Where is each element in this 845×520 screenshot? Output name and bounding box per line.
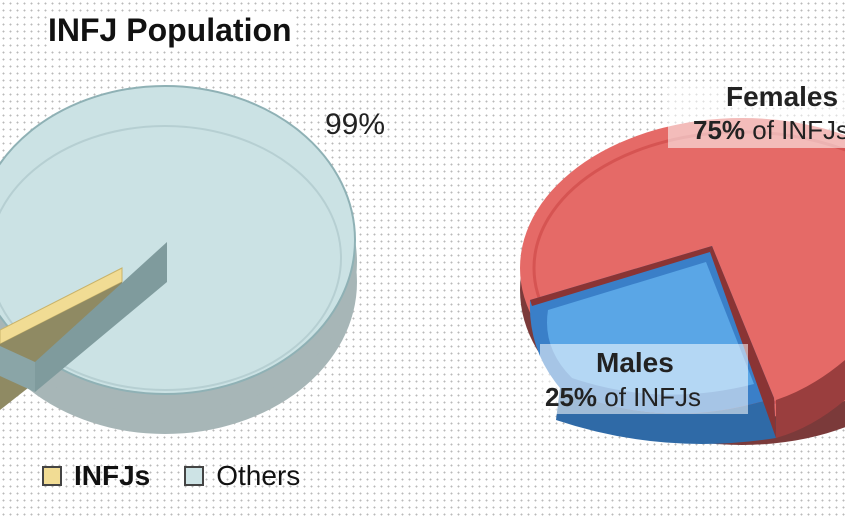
females-label-value: 75% of INFJs — [693, 115, 845, 145]
legend-label-others: Others — [216, 460, 301, 491]
slice-males-side — [556, 388, 776, 444]
legend-swatch-infjs — [42, 466, 62, 486]
females-label-rest: of INFJs — [745, 115, 845, 145]
legend: INFJs Others — [42, 460, 324, 492]
males-label-name: Males — [596, 347, 674, 378]
slice-others-cut-face — [35, 242, 167, 392]
females-label-name: Females — [726, 81, 838, 112]
males-label-rest: of INFJs — [597, 382, 701, 412]
gender-pie: Females 75% of INFJs Males 25% of INFJs — [520, 81, 845, 445]
chart-title: INFJ Population — [48, 12, 296, 51]
males-label-pct: 25% — [545, 382, 597, 412]
population-pie: 99% — [0, 85, 385, 434]
males-label-box — [540, 344, 748, 414]
legend-item-others[interactable]: Others — [184, 460, 300, 492]
males-label-value: 25% of INFJs — [545, 382, 701, 412]
others-percent-label: 99% — [325, 108, 385, 141]
legend-item-infjs[interactable]: INFJs — [42, 460, 150, 492]
legend-label-infjs: INFJs — [74, 460, 151, 491]
females-label-pct: 75% — [693, 115, 745, 145]
females-label-box — [668, 82, 845, 148]
legend-swatch-others — [184, 466, 205, 486]
